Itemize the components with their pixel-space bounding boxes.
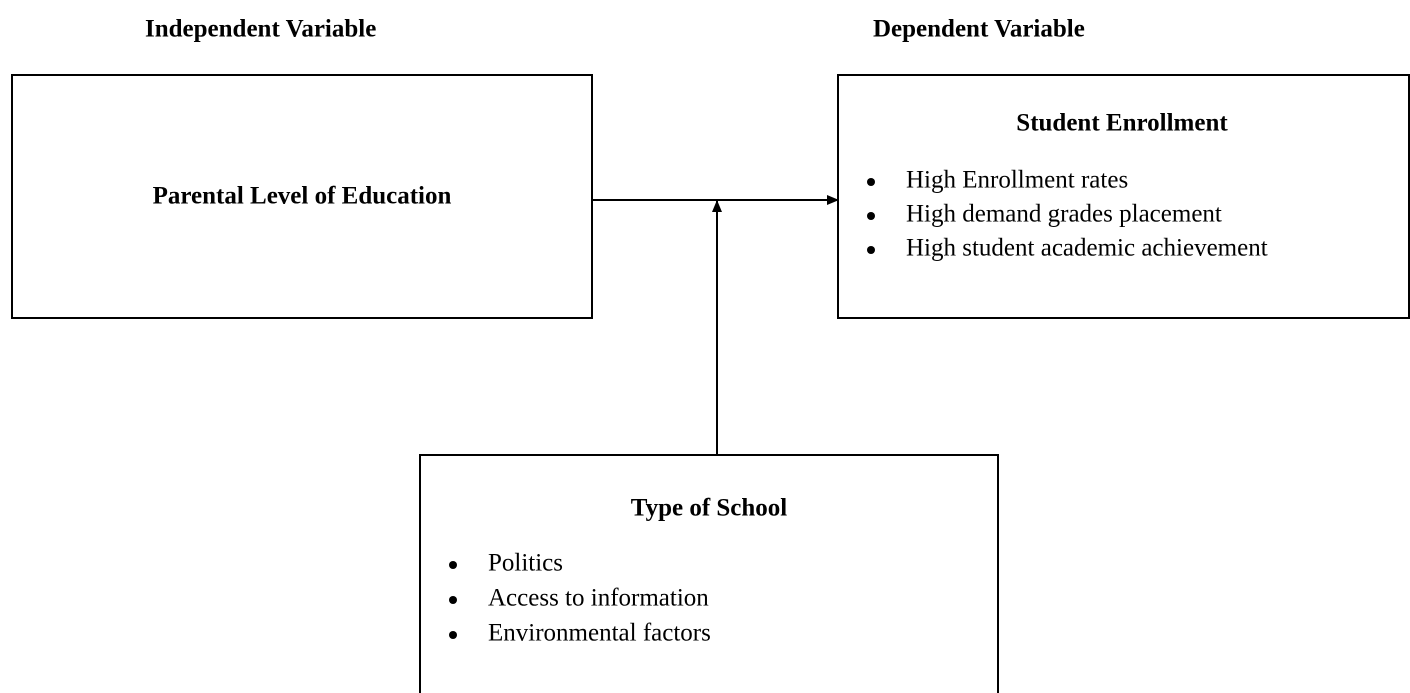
bullet — [449, 631, 457, 639]
bullet — [867, 212, 875, 220]
node-title: Type of School — [631, 495, 788, 522]
header-independent: Independent Variable — [145, 16, 376, 43]
bullet — [449, 596, 457, 604]
bullet-list: High Enrollment rates High demand grades … — [867, 167, 1268, 262]
bullet — [867, 178, 875, 186]
bullet-list: Politics Access to information Environment… — [449, 550, 711, 647]
list-item: High student academic achievement — [906, 235, 1268, 262]
list-item: High demand grades placement — [906, 201, 1222, 228]
list-item: Access to information — [488, 585, 709, 612]
box-independent — [11, 74, 593, 319]
bullet — [449, 561, 457, 569]
box-moderator — [419, 454, 999, 693]
list-item: Politics — [488, 550, 563, 577]
bullet — [867, 246, 875, 254]
list-item: High Enrollment rates — [906, 167, 1128, 194]
list-item: Environmental factors — [488, 620, 711, 647]
node-title: Parental Level of Education — [153, 183, 452, 210]
header-dependent: Dependent Variable — [873, 16, 1085, 43]
node-title: Student Enrollment — [1016, 110, 1228, 137]
